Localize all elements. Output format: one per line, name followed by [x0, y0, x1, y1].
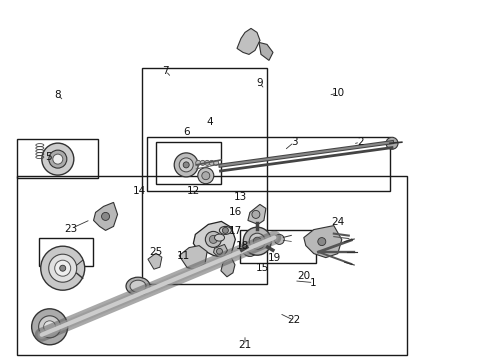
Circle shape [49, 254, 77, 282]
Circle shape [60, 265, 66, 271]
Polygon shape [148, 253, 162, 269]
Polygon shape [94, 202, 118, 230]
Text: 13: 13 [233, 192, 247, 202]
Text: 2: 2 [357, 137, 364, 147]
Text: 14: 14 [133, 186, 147, 196]
Bar [156, 142, 220, 184]
Circle shape [196, 161, 201, 165]
Text: 7: 7 [162, 66, 169, 76]
Circle shape [252, 210, 260, 219]
Text: 1: 1 [310, 278, 317, 288]
Circle shape [246, 244, 254, 252]
Circle shape [200, 161, 205, 165]
Circle shape [249, 233, 265, 249]
Text: 20: 20 [297, 271, 310, 282]
Ellipse shape [126, 277, 150, 295]
Polygon shape [179, 246, 207, 270]
Text: 11: 11 [177, 251, 191, 261]
Polygon shape [304, 226, 342, 258]
Circle shape [53, 154, 63, 164]
Text: 16: 16 [228, 207, 242, 217]
Text: 12: 12 [187, 186, 200, 196]
Circle shape [209, 161, 214, 165]
Text: 5: 5 [45, 152, 51, 162]
Polygon shape [221, 257, 235, 277]
Bar [17, 139, 98, 178]
Circle shape [198, 168, 214, 184]
Circle shape [44, 321, 56, 333]
Text: 6: 6 [183, 127, 190, 138]
Circle shape [39, 316, 61, 338]
Text: 15: 15 [255, 263, 269, 273]
Polygon shape [194, 221, 235, 257]
Circle shape [101, 212, 110, 220]
Text: 9: 9 [256, 78, 263, 88]
Circle shape [49, 150, 67, 168]
Text: 18: 18 [236, 241, 249, 251]
Circle shape [183, 162, 189, 168]
Circle shape [243, 227, 271, 255]
Text: 10: 10 [332, 88, 344, 98]
Circle shape [253, 237, 261, 245]
Circle shape [202, 172, 210, 180]
Bar [240, 230, 316, 263]
Text: 4: 4 [206, 117, 213, 127]
Ellipse shape [220, 226, 231, 234]
Text: 25: 25 [149, 247, 163, 257]
Bar [147, 137, 390, 191]
Circle shape [214, 161, 219, 165]
Circle shape [41, 246, 85, 290]
Text: 8: 8 [54, 90, 61, 100]
Text: 19: 19 [268, 253, 281, 264]
Circle shape [179, 158, 193, 172]
Bar [17, 176, 407, 355]
Polygon shape [259, 42, 273, 60]
Ellipse shape [215, 234, 224, 241]
Text: 21: 21 [238, 340, 252, 350]
Circle shape [55, 260, 71, 276]
Circle shape [42, 143, 74, 175]
Polygon shape [237, 28, 260, 54]
Circle shape [386, 137, 398, 149]
Circle shape [242, 240, 258, 256]
Circle shape [222, 228, 228, 233]
Text: 3: 3 [291, 137, 297, 147]
Text: 22: 22 [287, 315, 301, 325]
Text: 23: 23 [64, 224, 78, 234]
Polygon shape [214, 244, 227, 256]
Circle shape [205, 231, 221, 247]
Circle shape [274, 234, 284, 244]
Circle shape [318, 238, 326, 246]
Circle shape [174, 153, 198, 177]
Circle shape [205, 161, 210, 165]
Circle shape [209, 235, 218, 243]
Text: 17: 17 [228, 226, 242, 237]
Circle shape [32, 309, 68, 345]
Circle shape [217, 248, 222, 255]
Text: 24: 24 [331, 217, 345, 228]
Bar [39, 238, 93, 266]
Polygon shape [248, 204, 266, 224]
Bar [142, 68, 267, 284]
Ellipse shape [130, 280, 146, 292]
